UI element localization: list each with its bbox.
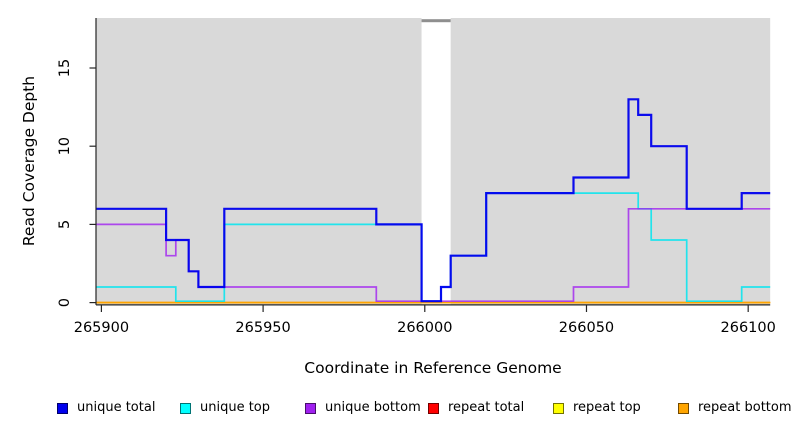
- x-axis-title: Coordinate in Reference Genome: [304, 359, 562, 377]
- coverage-gap-marker: [421, 19, 451, 23]
- x-tick-label: 266050: [559, 320, 614, 336]
- x-tick-label: 265900: [74, 320, 129, 336]
- series-unique-total: [96, 98, 771, 303]
- y-axis-title: Read Coverage Depth: [20, 75, 38, 247]
- x-tick-label: 266000: [397, 320, 452, 336]
- y-tick-label: 5: [57, 220, 73, 229]
- x-tick-label: 266100: [721, 320, 776, 336]
- coverage-gap-band: [421, 18, 451, 305]
- y-tick-label: 10: [57, 137, 73, 155]
- y-tick-label: 0: [57, 298, 73, 307]
- y-tick-label: 15: [57, 59, 73, 77]
- x-tick-label: 265950: [235, 320, 290, 336]
